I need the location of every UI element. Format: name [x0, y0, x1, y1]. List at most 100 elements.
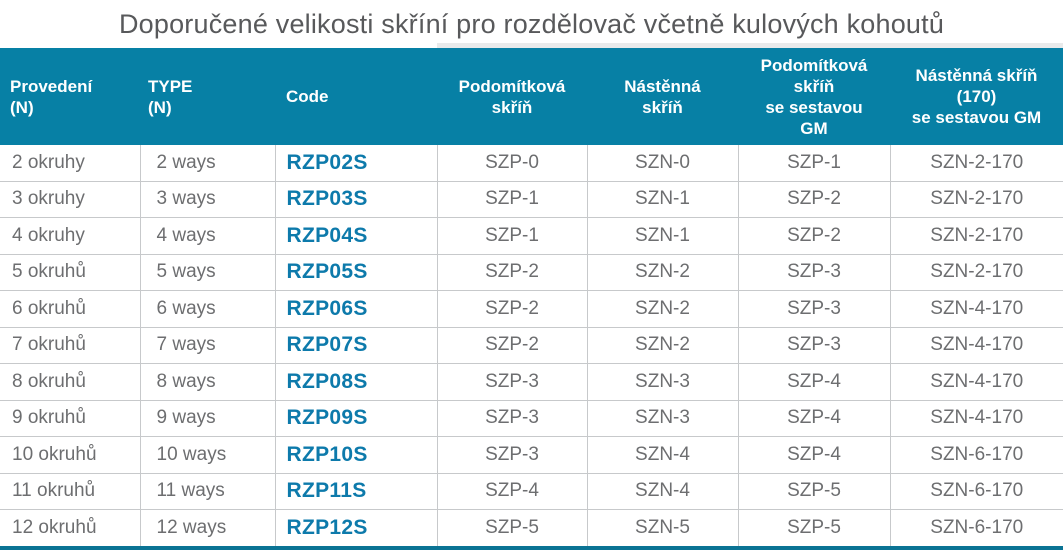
- table-cell: 4 okruhy: [0, 217, 141, 255]
- table-cell: SZN-3: [587, 400, 739, 437]
- table-cell: SZN-2-170: [890, 254, 1063, 291]
- table-cell: 9 okruhů: [0, 400, 141, 437]
- table-cell: 6 ways: [140, 290, 276, 328]
- header-row: Provedení (N) TYPE (N) Code Podomítková skř…: [0, 48, 1063, 145]
- table-cell: SZN-1: [587, 181, 739, 218]
- table-cell: 7 okruhů: [0, 327, 141, 364]
- code-cell: RZP06S: [275, 290, 438, 328]
- table-cell: SZP-5: [738, 509, 891, 546]
- cabinet-size-table: Provedení (N) TYPE (N) Code Podomítková skř…: [0, 48, 1063, 546]
- code-cell: RZP09S: [275, 400, 438, 437]
- table-cell: SZN-2-170: [890, 217, 1063, 255]
- table-cell: SZP-1: [437, 181, 588, 218]
- code-cell: RZP08S: [275, 363, 438, 401]
- table-cell: 8 ways: [140, 363, 276, 401]
- table-cell: SZP-5: [437, 509, 588, 546]
- table-cell: SZN-2: [587, 290, 739, 328]
- table-cell: SZP-3: [437, 400, 588, 437]
- page-title: Doporučené velikosti skříní pro rozdělov…: [118, 8, 945, 39]
- table-cell: 12 okruhů: [0, 509, 141, 546]
- table-cell: SZP-4: [738, 400, 891, 437]
- table-cell: SZN-3: [587, 363, 739, 401]
- table-cell: 7 ways: [140, 327, 276, 364]
- table-cell: 10 okruhů: [0, 436, 141, 474]
- table-cell: SZN-4-170: [890, 400, 1063, 437]
- code-cell: RZP04S: [275, 217, 438, 255]
- table-row: 2 okruhy 2 ways RZP02S SZP-0 SZN-0 SZP-1 SZN-2…: [0, 145, 1063, 182]
- table-cell: SZN-4: [587, 473, 739, 510]
- table-cell: SZP-1: [437, 217, 588, 255]
- code-cell: RZP07S: [275, 327, 438, 364]
- table-header: Provedení (N) TYPE (N) Code Podomítková skř…: [0, 48, 1063, 145]
- table-cell: SZN-2: [587, 327, 739, 364]
- code-cell: RZP12S: [275, 509, 438, 546]
- table-cell: 6 okruhů: [0, 290, 141, 328]
- table-cell: SZP-3: [437, 436, 588, 474]
- table-cell: SZN-6-170: [890, 436, 1063, 474]
- table-cell: 3 ways: [140, 181, 276, 218]
- table-cell: SZP-5: [738, 473, 891, 510]
- table-cell: SZP-2: [437, 254, 588, 291]
- table-cell: 5 okruhů: [0, 254, 141, 291]
- table-cell: 11 ways: [140, 473, 276, 510]
- code-cell: RZP03S: [275, 181, 438, 218]
- code-cell: RZP11S: [275, 473, 438, 510]
- table-row: 10 okruhů 10 ways RZP10S SZP-3 SZN-4 SZP-4 SZN…: [0, 436, 1063, 474]
- table-cell: SZN-5: [587, 509, 739, 546]
- table-cell: SZP-4: [437, 473, 588, 510]
- table-cell: SZN-2-170: [890, 181, 1063, 218]
- table-cell: SZP-2: [437, 290, 588, 328]
- column-header-podomitkova-skrin-gm: Podomítková skříň se sestavou GM: [738, 48, 890, 145]
- table-row: 9 okruhů 9 ways RZP09S SZP-3 SZN-3 SZP-4 SZN-4…: [0, 400, 1063, 437]
- column-header-nastenna-skrin: Nástěnná skříň: [587, 48, 738, 145]
- table-cell: SZP-3: [738, 290, 891, 328]
- table-cell: 10 ways: [140, 436, 276, 474]
- table-cell: 11 okruhů: [0, 473, 141, 510]
- table-body: 2 okruhy 2 ways RZP02S SZP-0 SZN-0 SZP-1 SZN-2…: [0, 145, 1063, 546]
- table-cell: 12 ways: [140, 509, 276, 546]
- table-row: 4 okruhy 4 ways RZP04S SZP-1 SZN-1 SZP-2 SZN-2…: [0, 217, 1063, 255]
- table-cell: SZP-3: [738, 327, 891, 364]
- table-cell: SZP-0: [437, 145, 588, 182]
- table-cell: SZN-6-170: [890, 509, 1063, 546]
- column-header-podomitkova-skrin: Podomítková skříň: [437, 48, 587, 145]
- table-cell: SZN-2-170: [890, 145, 1063, 182]
- table-cell: SZN-2: [587, 254, 739, 291]
- table-cell: SZN-4-170: [890, 363, 1063, 401]
- table-cell: 2 okruhy: [0, 145, 141, 182]
- table-row: 3 okruhy 3 ways RZP03S SZP-1 SZN-1 SZP-2 SZN-2…: [0, 181, 1063, 218]
- table-cell: SZN-4: [587, 436, 739, 474]
- table-cell: SZP-1: [738, 145, 891, 182]
- table-row: 8 okruhů 8 ways RZP08S SZP-3 SZN-3 SZP-4 SZN-4…: [0, 363, 1063, 401]
- table-cell: SZN-1: [587, 217, 739, 255]
- column-header-nastenna-skrin-170-gm: Nástěnná skříň (170) se sestavou GM: [890, 48, 1063, 145]
- column-header-provedeni: Provedení (N): [0, 48, 140, 145]
- table-cell: 9 ways: [140, 400, 276, 437]
- table-cell: SZP-4: [738, 436, 891, 474]
- table-cell: 8 okruhů: [0, 363, 141, 401]
- table-cell: 4 ways: [140, 217, 276, 255]
- table-row: 7 okruhů 7 ways RZP07S SZP-2 SZN-2 SZP-3 SZN-4…: [0, 327, 1063, 364]
- table-row: 11 okruhů 11 ways RZP11S SZP-4 SZN-4 SZP-5 SZN…: [0, 473, 1063, 510]
- table-cell: SZP-3: [437, 363, 588, 401]
- table-cell: SZP-2: [437, 327, 588, 364]
- table-cell: SZN-6-170: [890, 473, 1063, 510]
- table-bottom-bar: [0, 545, 1063, 550]
- table-cell: SZP-2: [738, 217, 891, 255]
- table-cell: SZP-4: [738, 363, 891, 401]
- title-bar: Doporučené velikosti skříní pro rozdělov…: [0, 0, 1063, 48]
- table-cell: SZN-4-170: [890, 327, 1063, 364]
- column-header-type: TYPE (N): [140, 48, 275, 145]
- table-cell: 3 okruhy: [0, 181, 141, 218]
- table-cell: SZN-0: [587, 145, 739, 182]
- column-header-code: Code: [275, 48, 437, 145]
- table-row: 5 okruhů 5 ways RZP05S SZP-2 SZN-2 SZP-3 SZN-2…: [0, 254, 1063, 291]
- code-cell: RZP05S: [275, 254, 438, 291]
- table-cell: SZN-4-170: [890, 290, 1063, 328]
- code-cell: RZP02S: [275, 145, 438, 182]
- header-top-strip: [437, 43, 1063, 48]
- table-cell: 2 ways: [140, 145, 276, 182]
- table-cell: SZP-3: [738, 254, 891, 291]
- code-cell: RZP10S: [275, 436, 438, 474]
